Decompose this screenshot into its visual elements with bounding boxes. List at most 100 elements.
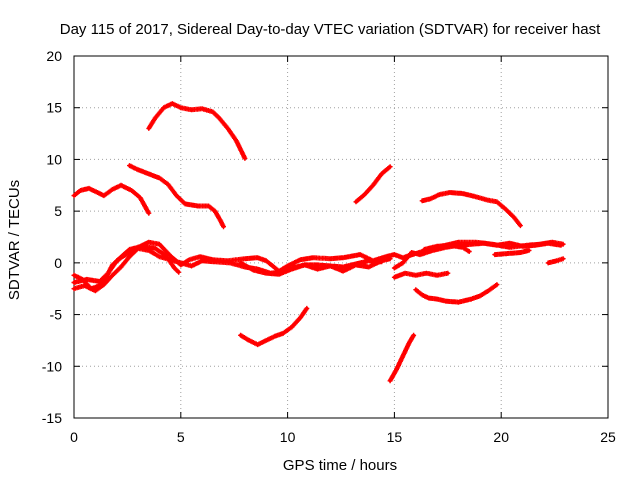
- data-point: [179, 261, 183, 265]
- data-point: [115, 259, 119, 263]
- data-point: [162, 106, 166, 110]
- data-point: [328, 264, 332, 268]
- data-point: [328, 257, 332, 261]
- data-point: [78, 188, 83, 193]
- data-point: [469, 297, 473, 301]
- data-point: [394, 367, 399, 371]
- data-point: [379, 172, 384, 176]
- data-point: [298, 316, 303, 320]
- series-arc-17: [545, 256, 566, 266]
- series-arc-15: [421, 242, 472, 254]
- data-point: [303, 263, 307, 267]
- series-trace: [413, 282, 500, 305]
- y-tick-label: 0: [54, 255, 62, 271]
- series-arc-16: [492, 247, 532, 258]
- data-point: [315, 263, 320, 267]
- data-point: [119, 183, 123, 187]
- data-point: [435, 273, 439, 277]
- data-point: [469, 242, 473, 246]
- data-point: [168, 254, 172, 258]
- data-point: [446, 271, 450, 275]
- data-point: [290, 267, 294, 271]
- data-point: [495, 200, 499, 204]
- data-point: [448, 243, 452, 247]
- data-point: [409, 250, 414, 255]
- data-point: [127, 247, 132, 252]
- data-point: [72, 194, 76, 198]
- data-point: [435, 297, 439, 301]
- data-point: [166, 182, 170, 186]
- x-tick-label: 25: [600, 429, 616, 445]
- data-point: [251, 268, 256, 272]
- data-point: [418, 252, 422, 257]
- data-point: [213, 209, 217, 213]
- data-point: [119, 265, 123, 269]
- series-arc-5: [71, 245, 393, 294]
- x-tick-label: 0: [70, 429, 78, 445]
- data-point: [217, 116, 221, 120]
- series-arc-10: [387, 332, 417, 384]
- data-point: [414, 273, 418, 277]
- data-point: [157, 242, 162, 246]
- grid: [74, 56, 608, 418]
- data-point: [512, 215, 516, 219]
- data-point: [311, 256, 315, 260]
- x-tick-label: 15: [387, 429, 403, 445]
- series-arc-8: [238, 305, 310, 348]
- data-point: [401, 256, 405, 260]
- data-point: [157, 176, 162, 180]
- x-tick-label: 10: [280, 429, 296, 445]
- data-point: [189, 108, 194, 112]
- data-point: [127, 255, 132, 259]
- data-point: [437, 192, 441, 197]
- data-point: [110, 187, 115, 192]
- series-arc-12: [419, 190, 523, 229]
- data-point: [200, 107, 204, 111]
- data-point: [206, 204, 211, 208]
- data-point: [183, 202, 187, 206]
- data-point: [426, 296, 431, 300]
- series-arc-1: [71, 182, 152, 216]
- data-point: [172, 266, 176, 270]
- data-point: [147, 211, 151, 215]
- data-point: [221, 225, 226, 229]
- y-tick-label: -10: [42, 358, 62, 374]
- data-point: [127, 164, 132, 168]
- y-tick-label: -15: [42, 410, 62, 426]
- data-point: [264, 338, 268, 343]
- data-point: [157, 255, 162, 259]
- data-point: [508, 245, 512, 249]
- data-point: [200, 259, 204, 263]
- data-point: [110, 273, 115, 277]
- data-point: [243, 257, 247, 261]
- data-point: [456, 300, 461, 304]
- data-point: [392, 266, 396, 270]
- series-arc-11: [413, 282, 500, 305]
- data-point: [435, 244, 439, 248]
- data-point: [147, 172, 151, 176]
- series-arc-7: [238, 258, 385, 277]
- data-point: [102, 282, 106, 287]
- series-arc-14: [391, 270, 451, 280]
- data-point: [518, 250, 523, 255]
- data-point: [403, 271, 407, 275]
- data-point: [211, 110, 215, 114]
- data-point: [420, 293, 424, 297]
- data-point: [467, 249, 471, 254]
- series-trace: [71, 182, 152, 216]
- data-point: [392, 252, 396, 257]
- data-point: [213, 260, 217, 264]
- data-point: [170, 101, 174, 106]
- data-point: [527, 248, 531, 253]
- data-point: [424, 271, 429, 275]
- data-point: [247, 338, 251, 343]
- data-point: [153, 116, 157, 120]
- data-point: [98, 279, 102, 284]
- data-point: [482, 241, 486, 245]
- data-point: [484, 198, 488, 202]
- data-point: [392, 275, 396, 279]
- data-point: [147, 240, 151, 244]
- data-point: [138, 196, 142, 200]
- data-point: [106, 271, 110, 275]
- data-marks: [71, 101, 566, 384]
